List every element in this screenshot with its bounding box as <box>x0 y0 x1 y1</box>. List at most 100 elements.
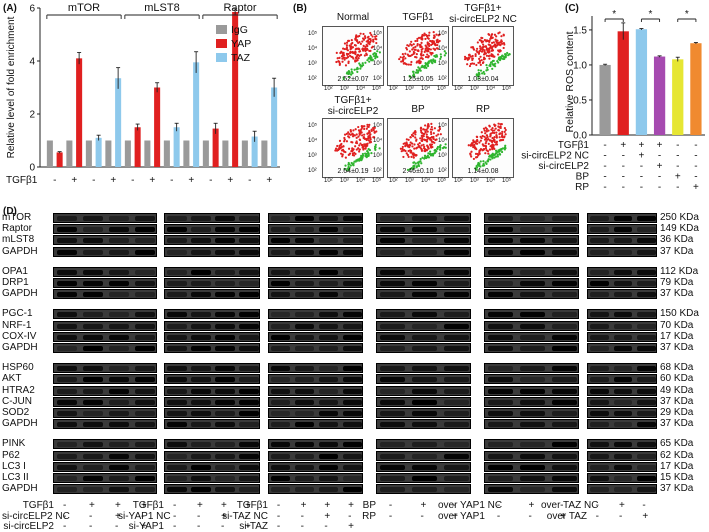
flow-value: 2.52±0.07 <box>337 76 368 83</box>
flow-dot-red <box>424 55 428 59</box>
blot-band <box>551 366 577 372</box>
flow-y-tick: 10⁵ <box>308 31 318 37</box>
blot-band <box>108 269 130 275</box>
x-sign: + <box>227 175 233 186</box>
mw-label: 37 KDa <box>660 288 694 300</box>
blot-band <box>191 476 211 481</box>
flow-dot-green <box>474 167 477 170</box>
blot-band <box>318 487 338 493</box>
blot-band <box>411 216 438 221</box>
flow-dot-red <box>411 145 414 148</box>
flow-dot-red <box>422 143 425 146</box>
mw-label: 37 KDa <box>660 245 694 257</box>
blot-band <box>380 227 406 233</box>
protein-label: HSP60 <box>2 362 34 374</box>
flow-x-tick: 10² <box>324 86 333 92</box>
blot-band <box>82 453 104 459</box>
blot-strip <box>268 484 363 495</box>
blot-condition-sign: - <box>245 510 249 522</box>
blot-band <box>82 238 104 244</box>
mw-label: 250 KDa <box>660 212 699 223</box>
flow-dot-green <box>419 69 422 72</box>
flow-dot-green <box>408 168 412 171</box>
blot-band <box>443 487 469 493</box>
blot-band <box>215 312 235 318</box>
blot-band <box>443 334 469 340</box>
blot-band <box>295 464 315 470</box>
blot-band <box>443 249 469 255</box>
blot-strip <box>268 235 363 246</box>
blot-band <box>637 377 656 383</box>
flow-dot-red <box>345 140 349 143</box>
blot-band <box>443 399 469 405</box>
flow-dot-red <box>429 143 432 146</box>
blot-band <box>488 411 514 416</box>
mw-label: 17 KDa <box>660 460 694 472</box>
blot-band <box>295 377 315 383</box>
flow-dot-red <box>430 53 433 56</box>
blot-band <box>295 281 315 286</box>
blot-band <box>318 346 338 351</box>
flow-dot-red <box>338 146 341 149</box>
blot-strip <box>53 374 157 385</box>
blot-band <box>271 292 291 298</box>
blot-band <box>82 227 104 233</box>
flow-y-tick: 10³ <box>373 153 382 159</box>
flow-dot-green <box>413 161 416 164</box>
flow-dot-green <box>433 61 437 64</box>
flow-dot-red <box>429 48 432 51</box>
blot-band <box>590 269 609 275</box>
flow-dot-red <box>373 126 376 129</box>
blot-strip <box>53 363 157 374</box>
panel-d-letter: (D) <box>3 206 17 217</box>
blot-band <box>82 292 104 298</box>
flow-dot-red <box>486 50 489 53</box>
flow-dot-red <box>374 35 377 38</box>
blot-band <box>167 346 187 351</box>
blot-band <box>551 377 577 383</box>
flow-dot-green <box>502 57 505 61</box>
blot-band <box>613 476 633 481</box>
blot-band <box>411 453 438 459</box>
bar-taz <box>95 137 102 167</box>
flow-dot-red <box>355 34 358 37</box>
bar-yap <box>232 11 239 167</box>
flow-dot-red <box>485 149 488 152</box>
blot-band <box>590 346 609 351</box>
flow-dot-red <box>407 44 410 47</box>
blot-condition-sign: - <box>528 510 532 522</box>
flow-dot-red <box>489 145 492 148</box>
blot-band <box>380 422 406 428</box>
flow-dot-red <box>405 138 408 141</box>
flow-dot-red <box>497 122 500 125</box>
flow-dot-red <box>490 46 494 50</box>
flow-dot-green <box>342 78 345 81</box>
blot-strip <box>376 374 471 385</box>
flow-dot-red <box>341 60 344 63</box>
blot-band <box>551 249 577 255</box>
flow-dot-green <box>428 150 432 153</box>
blot-band <box>167 487 187 493</box>
flow-dot-red <box>498 31 501 34</box>
blot-strip <box>53 224 157 235</box>
flow-dot-red <box>363 127 366 131</box>
blot-band <box>215 323 235 329</box>
blot-strip <box>53 450 157 461</box>
flow-dot-green <box>438 148 442 151</box>
flow-dot-red <box>424 37 427 41</box>
flow-dot-green <box>417 162 420 165</box>
blot-band <box>295 422 315 428</box>
flow-dot-green <box>483 164 486 167</box>
blot-band <box>519 292 546 298</box>
flow-value: 1.14±0.08 <box>467 168 498 175</box>
blot-band <box>239 227 259 233</box>
condition-sign: - <box>603 172 606 183</box>
flow-dot-red <box>366 123 369 126</box>
blot-strip <box>484 396 579 407</box>
flow-dot-red <box>437 129 441 132</box>
blot-band <box>239 238 259 244</box>
flow-dot-red <box>415 154 418 157</box>
flow-dot-red <box>347 147 351 150</box>
blot-strip <box>376 461 471 472</box>
flow-dot-red <box>493 136 496 139</box>
